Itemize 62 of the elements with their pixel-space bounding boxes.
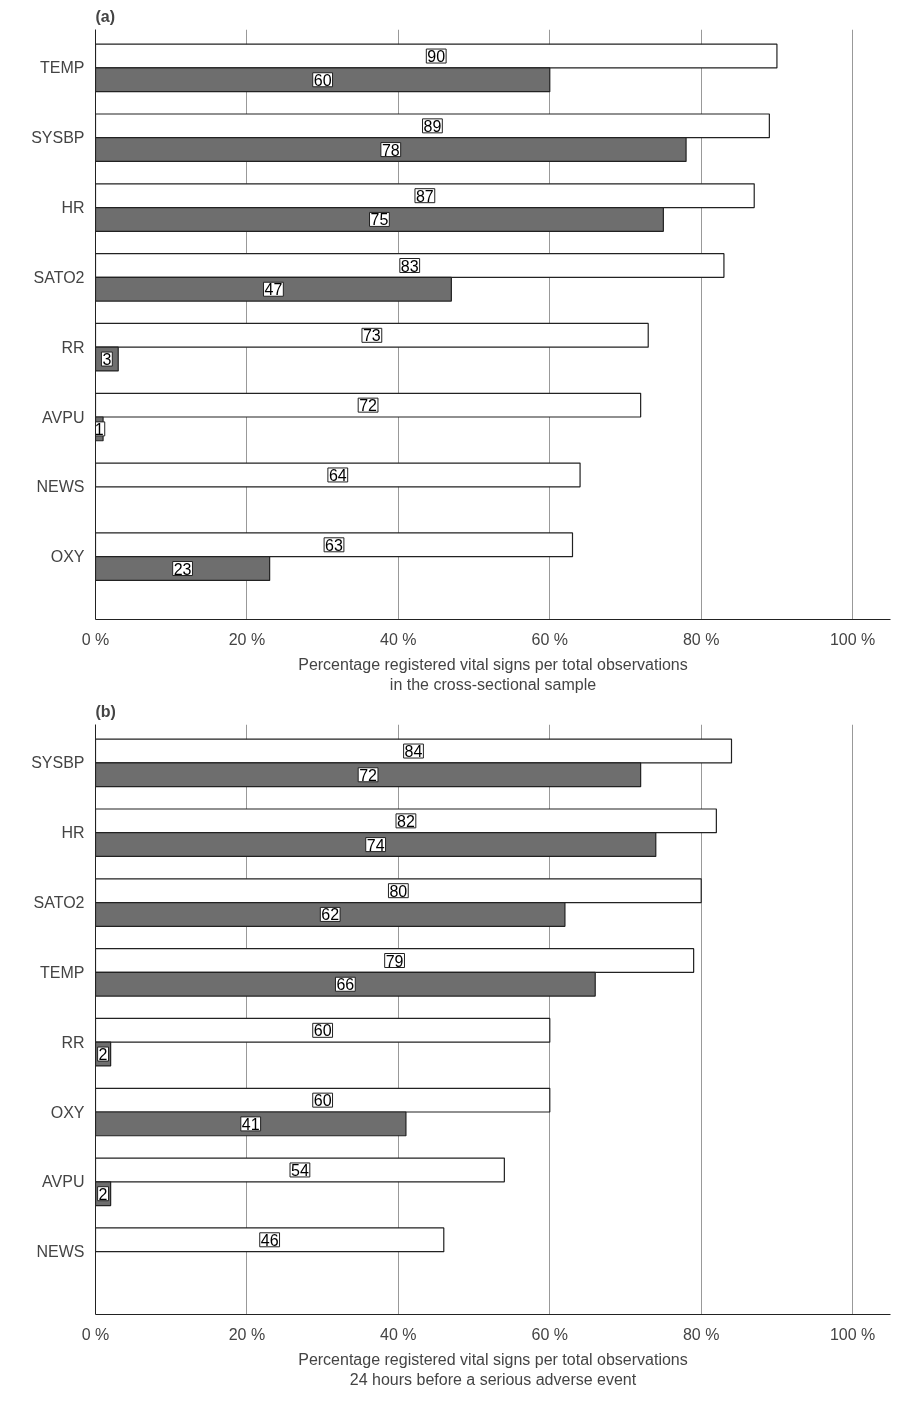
- y-tick-label: SATO2: [33, 268, 85, 286]
- data-label: 41: [241, 1115, 260, 1133]
- x-tick-label: 0 %: [81, 1325, 110, 1343]
- data-label: 75: [370, 211, 389, 229]
- data-label: 54: [291, 1161, 309, 1179]
- data-label: 84: [404, 743, 423, 761]
- x-tick-label: 20 %: [228, 630, 266, 648]
- chart-title: (a): [95, 7, 116, 25]
- y-tick-label: OXY: [50, 1103, 85, 1121]
- data-label: 72: [359, 397, 378, 415]
- data-label: 2: [98, 1046, 108, 1064]
- x-tick-label: 80 %: [682, 1325, 720, 1343]
- data-label: 73: [362, 327, 381, 345]
- x-tick-label: 80 %: [682, 630, 720, 648]
- x-axis-title: Percentage registered vital signs per total observations in the cross-sectional sample: [298, 655, 688, 693]
- data-label: 74: [366, 836, 385, 854]
- x-tick-label: 40 %: [380, 1325, 417, 1343]
- x-tick-label: 20 %: [228, 1325, 266, 1343]
- data-label: 46: [260, 1231, 279, 1249]
- y-tick-label: HR: [61, 199, 85, 217]
- data-label: 3: [102, 351, 112, 369]
- y-tick-label: RR: [61, 1033, 85, 1051]
- data-label: 64: [328, 466, 347, 484]
- x-tick-label: 60 %: [531, 630, 569, 648]
- y-tick-label: SYSBP: [31, 754, 85, 772]
- y-tick-label: AVPU: [42, 1173, 85, 1191]
- data-label: 60: [313, 1022, 332, 1040]
- data-label: 62: [321, 906, 340, 924]
- y-tick-label: OXY: [50, 548, 85, 566]
- y-tick-label: TEMP: [40, 59, 85, 77]
- data-label: 78: [381, 141, 400, 159]
- x-tick-label: 100 %: [829, 630, 876, 648]
- data-label: 60: [313, 1092, 332, 1110]
- x-tick-label: 40 %: [380, 630, 417, 648]
- y-tick-label: NEWS: [36, 1243, 85, 1261]
- y-tick-label: NEWS: [36, 478, 85, 496]
- y-tick-label: SATO2: [33, 894, 85, 912]
- data-label: 89: [423, 117, 442, 135]
- y-tick-label: RR: [61, 338, 85, 356]
- x-tick-label: 100 %: [829, 1325, 876, 1343]
- chart-title: (b): [95, 702, 116, 720]
- data-label: 80: [389, 882, 408, 900]
- y-tick-label: HR: [61, 824, 85, 842]
- data-label: 23: [173, 560, 192, 578]
- data-label: 82: [397, 812, 415, 830]
- y-tick-label: SYSBP: [31, 129, 85, 147]
- x-tick-label: 60 %: [531, 1325, 569, 1343]
- data-label: 1: [94, 420, 104, 438]
- data-label: 47: [264, 281, 283, 299]
- data-label: 63: [325, 536, 343, 554]
- x-axis-title: Percentage registered vital signs per total observations 24 hours before a serious adverse event: [298, 1350, 688, 1388]
- data-label: 87: [415, 187, 434, 205]
- data-label: 79: [385, 952, 404, 970]
- data-label: 66: [336, 976, 355, 994]
- y-tick-label: AVPU: [42, 408, 85, 426]
- data-label: 83: [400, 257, 419, 275]
- data-label: 2: [98, 1185, 108, 1203]
- data-label: 60: [313, 71, 332, 89]
- y-tick-label: TEMP: [40, 963, 85, 981]
- data-label: 90: [427, 48, 446, 66]
- data-label: 72: [359, 766, 378, 784]
- x-tick-label: 0 %: [81, 630, 110, 648]
